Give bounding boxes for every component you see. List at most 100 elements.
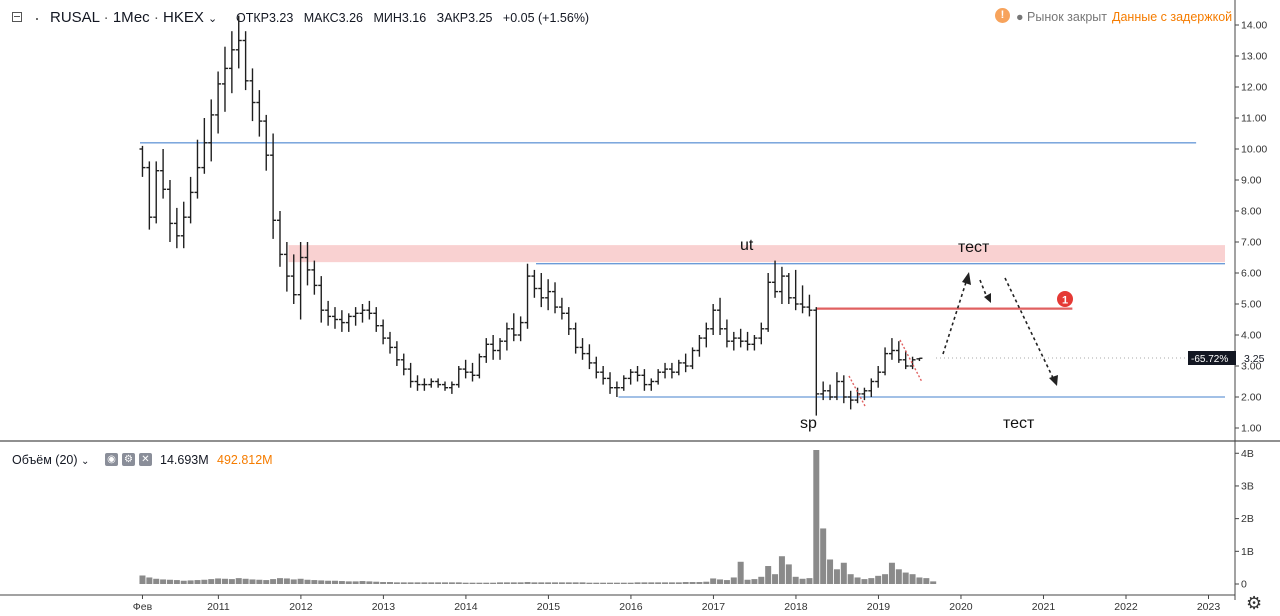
time-tick-label: 2023 [1197, 601, 1221, 613]
volume-bar [689, 582, 696, 584]
volume-bar [833, 569, 840, 584]
price-bar [366, 300, 373, 320]
red-swing-2[interactable] [899, 339, 923, 383]
annotation-test-top[interactable]: тест [958, 239, 990, 256]
chevron-down-icon[interactable]: ⌄ [81, 456, 90, 467]
price-bar [373, 307, 380, 332]
volume-bar [153, 578, 160, 584]
time-tick-label: 2014 [454, 601, 478, 613]
volume-bar [290, 579, 297, 584]
price-bar [710, 304, 717, 335]
volume-bar [194, 580, 201, 584]
close-icon[interactable]: ✕ [139, 453, 152, 466]
volume-bar [517, 582, 524, 584]
volume-bar [421, 582, 428, 584]
high-value: 3.26 [338, 11, 364, 25]
volume-axis[interactable]: 0 1B 2B 3B 4B [1235, 448, 1254, 591]
price-bar [758, 322, 765, 345]
time-axis[interactable]: Фев 2011 2012 2013 2014 2015 2016 2017 2018 2019 2… [133, 595, 1221, 613]
price-axis[interactable]: 1.00 2.00 3.00 4.00 5.00 6.00 7.00 8.00 9.00 10.0… [1235, 20, 1267, 435]
delay-text[interactable]: Данные с задержкой [1112, 10, 1233, 24]
volume-bar [778, 556, 785, 584]
price-bar [393, 341, 400, 366]
volume-bar [215, 578, 222, 584]
volume-bar [882, 574, 889, 584]
volume-tick-label: 2B [1241, 513, 1254, 525]
volume-bar [249, 579, 256, 584]
price-bar [689, 347, 696, 370]
price-bar [228, 31, 235, 94]
volume-bar [545, 582, 552, 584]
price-tick-label: 3.00 [1241, 361, 1262, 373]
price-bar [414, 375, 421, 391]
arrow-head-icon [1049, 375, 1058, 386]
volume-bar [201, 579, 208, 584]
volume-bar [868, 578, 875, 584]
price-bar [902, 350, 909, 370]
volume-bar [751, 579, 758, 584]
dot-icon: ● [1016, 10, 1024, 24]
volume-value-2: 492.812M [217, 453, 273, 467]
volume-bar [895, 569, 902, 584]
price-badge-price: 3.25 [1244, 353, 1265, 365]
volume-bars [139, 450, 937, 584]
price-tick-label: 11.00 [1241, 113, 1267, 125]
exclamation-circle-icon[interactable]: ! [995, 8, 1010, 23]
price-bar [201, 118, 208, 174]
price-bar [407, 362, 414, 388]
volume-bar [634, 582, 641, 584]
price-bar [675, 359, 682, 376]
volume-bar [613, 582, 620, 584]
annotation-ut[interactable]: ut [740, 237, 754, 254]
price-tick-label: 8.00 [1241, 206, 1262, 218]
volume-bar [318, 580, 325, 584]
volume-bar [338, 581, 345, 584]
volume-bar [820, 528, 827, 584]
volume-bar [503, 582, 510, 584]
price-bar [497, 338, 504, 360]
price-tick-label: 1.00 [1241, 423, 1262, 435]
price-bar [160, 149, 167, 199]
red-swing-1[interactable] [848, 375, 866, 407]
eye-icon[interactable]: ◉ [105, 453, 118, 466]
gear-icon[interactable]: ⚙ [1246, 593, 1263, 613]
volume-label[interactable]: Объём (20) [12, 453, 78, 467]
volume-bar [737, 561, 744, 584]
volume-bar [283, 578, 290, 584]
volume-bar [455, 582, 462, 584]
volume-bar [902, 572, 909, 584]
volume-bar [524, 582, 531, 584]
volume-bar [483, 582, 490, 584]
price-bar [868, 378, 875, 397]
price-tick-label: 14.00 [1241, 20, 1267, 32]
collapse-icon[interactable] [12, 12, 22, 22]
price-bar [662, 362, 669, 379]
projection-arrow-up[interactable] [942, 275, 969, 355]
price-bar [613, 381, 620, 397]
annotation-test-bottom[interactable]: тест [1003, 415, 1035, 432]
price-bar [208, 99, 215, 162]
time-tick-label: 2013 [372, 601, 396, 613]
projection-arrow-down-long[interactable] [1004, 277, 1055, 381]
gear-icon[interactable]: ⚙ [122, 453, 135, 466]
price-bar [861, 387, 868, 401]
price-bar [751, 335, 758, 351]
chevron-down-icon[interactable]: ⌄ [208, 13, 218, 25]
price-bar [325, 300, 332, 326]
volume-bar [297, 578, 304, 584]
volume-bar [304, 579, 311, 584]
price-bar [270, 133, 277, 239]
price-bar [455, 366, 462, 388]
symbol-title[interactable]: RUSAL · 1Мес · HKEX ⌄ [50, 9, 217, 26]
resistance-zone[interactable] [288, 245, 1226, 263]
arrow-head-icon [984, 293, 991, 303]
price-bar [792, 269, 799, 311]
volume-bar [607, 582, 614, 584]
annotation-sp[interactable]: sp [800, 415, 817, 432]
alert-marker[interactable] [1057, 291, 1073, 307]
volume-bar [442, 582, 449, 584]
price-bar [304, 242, 311, 286]
close-value: 3.25 [468, 11, 493, 25]
price-bar [607, 372, 614, 394]
